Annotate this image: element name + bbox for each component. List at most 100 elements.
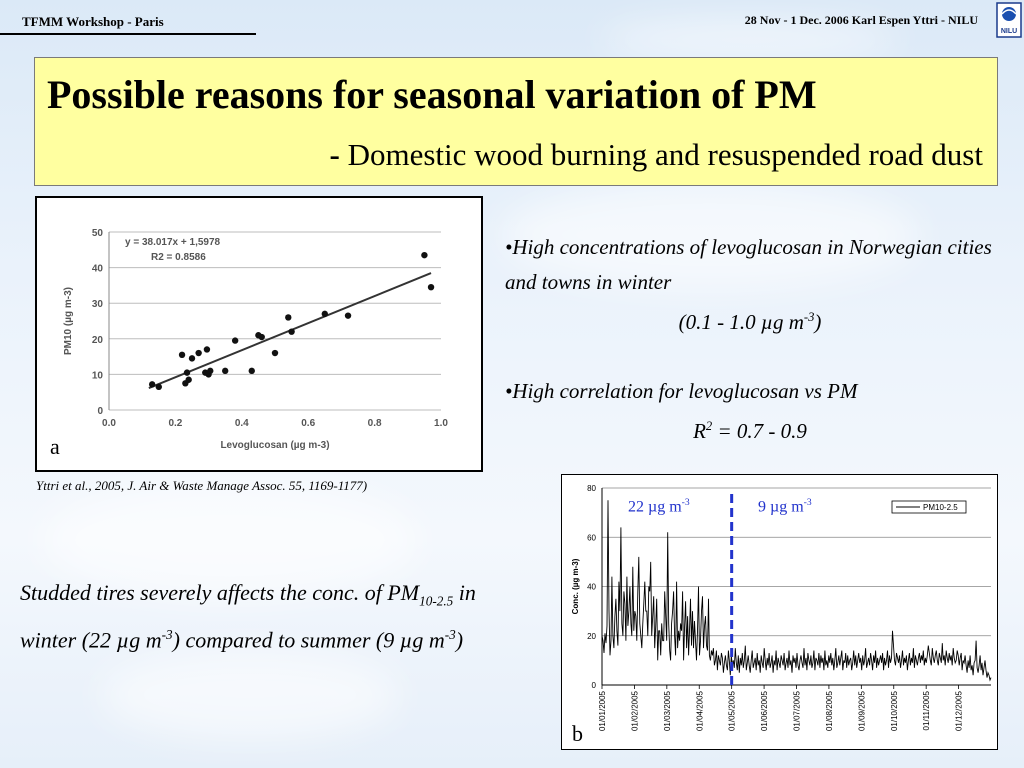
panel-label-b: b bbox=[572, 721, 583, 746]
x-tick-label: 01/11/2005 bbox=[922, 690, 931, 730]
series-line-pm10-2-5 bbox=[601, 500, 992, 682]
background-cloud bbox=[100, 650, 400, 740]
timeseries-chart: 0 20 40 60 80 Conc. (µg m-3) 01/01/2005 01/02/2… bbox=[571, 484, 992, 731]
x-tick-label: 0.2 bbox=[168, 418, 182, 429]
bullet-1-range: (0.1 - 1.0 µg m-3) bbox=[505, 300, 995, 340]
legend-box bbox=[891, 500, 967, 514]
y-tick-label: 20 bbox=[587, 632, 596, 641]
scatter-point bbox=[421, 251, 428, 259]
x-tick-label: 0.0 bbox=[102, 418, 116, 429]
x-tick-label: 1.0 bbox=[434, 418, 448, 429]
background-cloud bbox=[40, 480, 420, 600]
scatter-chart-frame: 0 10 20 30 40 50 0.0 0.2 0.4 0.6 0.8 1.0 Levoglucosa… bbox=[35, 196, 483, 472]
scatter-point bbox=[258, 333, 265, 341]
header-underline bbox=[0, 33, 256, 35]
slide-title: Possible reasons for seasonal variation … bbox=[47, 72, 817, 117]
scatter-point bbox=[178, 351, 186, 359]
bullet-list: •High concentrations of levoglucosan in … bbox=[505, 230, 995, 449]
scatter-point bbox=[427, 283, 435, 291]
logo-text: NILU bbox=[1001, 28, 1017, 35]
header-left: TFMM Workshop - Paris bbox=[22, 14, 164, 29]
bullet-2-r-exp: 2 bbox=[705, 419, 713, 433]
x-tick-label: 01/08/2005 bbox=[825, 690, 834, 731]
scatter-point bbox=[148, 381, 156, 388]
y-axis-label: Conc. (µg m-3) bbox=[571, 558, 580, 614]
bullet-2-text: •High correlation for levoglucosan vs PM bbox=[505, 379, 858, 403]
x-tick-label: 01/04/2005 bbox=[695, 690, 704, 731]
x-tick-label: 01/07/2005 bbox=[793, 690, 802, 731]
legend-label: PM10-2.5 bbox=[923, 503, 958, 512]
winter-annotation: 22 µg m-3 bbox=[628, 497, 690, 516]
scatter-point bbox=[285, 314, 292, 321]
bullet-1-range-text: (0.1 - 1.0 µg m bbox=[678, 310, 804, 334]
scatter-point bbox=[321, 310, 328, 318]
x-tick-label: 01/03/2005 bbox=[663, 690, 672, 731]
panel-label-a: a bbox=[50, 434, 60, 459]
subtitle-text: Domestic wood burning and resuspended ro… bbox=[347, 137, 983, 172]
y-tick-label: 40 bbox=[587, 583, 596, 592]
studded-text-1: Studded tires severely affects the conc.… bbox=[20, 580, 420, 605]
y-tick-label: 40 bbox=[92, 264, 104, 275]
y-tick-label: 80 bbox=[587, 484, 596, 493]
x-tick-label: 01/02/2005 bbox=[630, 690, 639, 731]
nilu-logo: NILU bbox=[996, 2, 1022, 38]
bullet-2-r: R bbox=[693, 419, 706, 443]
title-box: Possible reasons for seasonal variation … bbox=[34, 57, 998, 186]
y-tick-label: 20 bbox=[92, 335, 104, 346]
summer-value: 9 µg m bbox=[758, 498, 804, 516]
studded-sub: 10-2.5 bbox=[419, 593, 454, 609]
scatter-point bbox=[155, 383, 162, 391]
slide-subtitle: - Domestic wood burning and resuspended … bbox=[330, 137, 983, 173]
bullet-1-range-exp: -3 bbox=[803, 310, 815, 324]
scatter-point bbox=[271, 349, 279, 357]
summer-exp: -3 bbox=[803, 497, 812, 508]
y-tick-label: 60 bbox=[587, 533, 596, 542]
scatter-point bbox=[222, 367, 229, 375]
scatter-point bbox=[344, 312, 352, 319]
x-tick-label: 01/05/2005 bbox=[728, 690, 737, 731]
y-tick-label: 0 bbox=[592, 681, 597, 690]
header-right: 28 Nov - 1 Dec. 2006 Karl Espen Yttri - … bbox=[744, 13, 978, 27]
studded-text-3: ) compared to summer (9 µg m bbox=[172, 627, 445, 653]
scatter-point bbox=[185, 376, 192, 383]
y-tick-label: 30 bbox=[92, 299, 104, 310]
studded-exp-2: -3 bbox=[444, 627, 456, 643]
scatter-chart: 0 10 20 30 40 50 0.0 0.2 0.4 0.6 0.8 1.0 Levoglucosa… bbox=[51, 218, 465, 458]
y-tick-label: 10 bbox=[92, 370, 104, 381]
r2-label: R2 = 0.8586 bbox=[151, 252, 206, 263]
scatter-point bbox=[188, 355, 196, 362]
winter-value: 22 µg m bbox=[628, 498, 682, 516]
x-tick-label: 01/06/2005 bbox=[760, 690, 769, 731]
x-tick-label: 01/12/2005 bbox=[955, 690, 964, 731]
x-tick-label: 0.8 bbox=[368, 418, 382, 429]
studded-exp-1: -3 bbox=[161, 627, 173, 643]
x-tick-label: 0.6 bbox=[301, 418, 315, 429]
scatter-point bbox=[288, 328, 295, 335]
y-tick-label: 50 bbox=[92, 228, 104, 239]
scatter-point bbox=[207, 367, 214, 375]
subtitle-dash: - bbox=[329, 137, 340, 172]
bullet-2-r2: R2 = 0.7 - 0.9 bbox=[505, 409, 995, 449]
scatter-point bbox=[231, 337, 239, 344]
scatter-point bbox=[195, 349, 202, 357]
x-tick-label: 01/09/2005 bbox=[857, 690, 866, 731]
studded-text-4: ) bbox=[455, 627, 464, 653]
y-axis-label: PM10 (µg m-3) bbox=[63, 287, 74, 355]
summer-annotation: 9 µg m-3 bbox=[758, 497, 812, 516]
scatter-point bbox=[248, 367, 255, 375]
bullet-2-r-end: = 0.7 - 0.9 bbox=[712, 419, 807, 443]
studded-tires-text: Studded tires severely affects the conc.… bbox=[20, 576, 500, 658]
x-axis-label: Levoglucosan (µg m-3) bbox=[220, 440, 329, 451]
x-tick-label: 01/01/2005 bbox=[598, 690, 607, 731]
bullet-1-range-end: ) bbox=[814, 310, 822, 334]
studded-text-2: in winter (22 µg m bbox=[20, 580, 476, 653]
scatter-point bbox=[203, 346, 211, 353]
citation: Yttri et al., 2005, J. Air & Waste Manag… bbox=[36, 478, 368, 493]
background-cloud bbox=[600, 20, 900, 60]
scatter-point bbox=[183, 369, 191, 376]
background-cloud bbox=[500, 180, 920, 290]
bullet-1-text: •High concentrations of levoglucosan in … bbox=[505, 235, 992, 294]
y-tick-label: 0 bbox=[97, 406, 103, 417]
timeseries-chart-frame: 0 20 40 60 80 Conc. (µg m-3) 01/01/2005 01/02/2… bbox=[561, 474, 998, 750]
